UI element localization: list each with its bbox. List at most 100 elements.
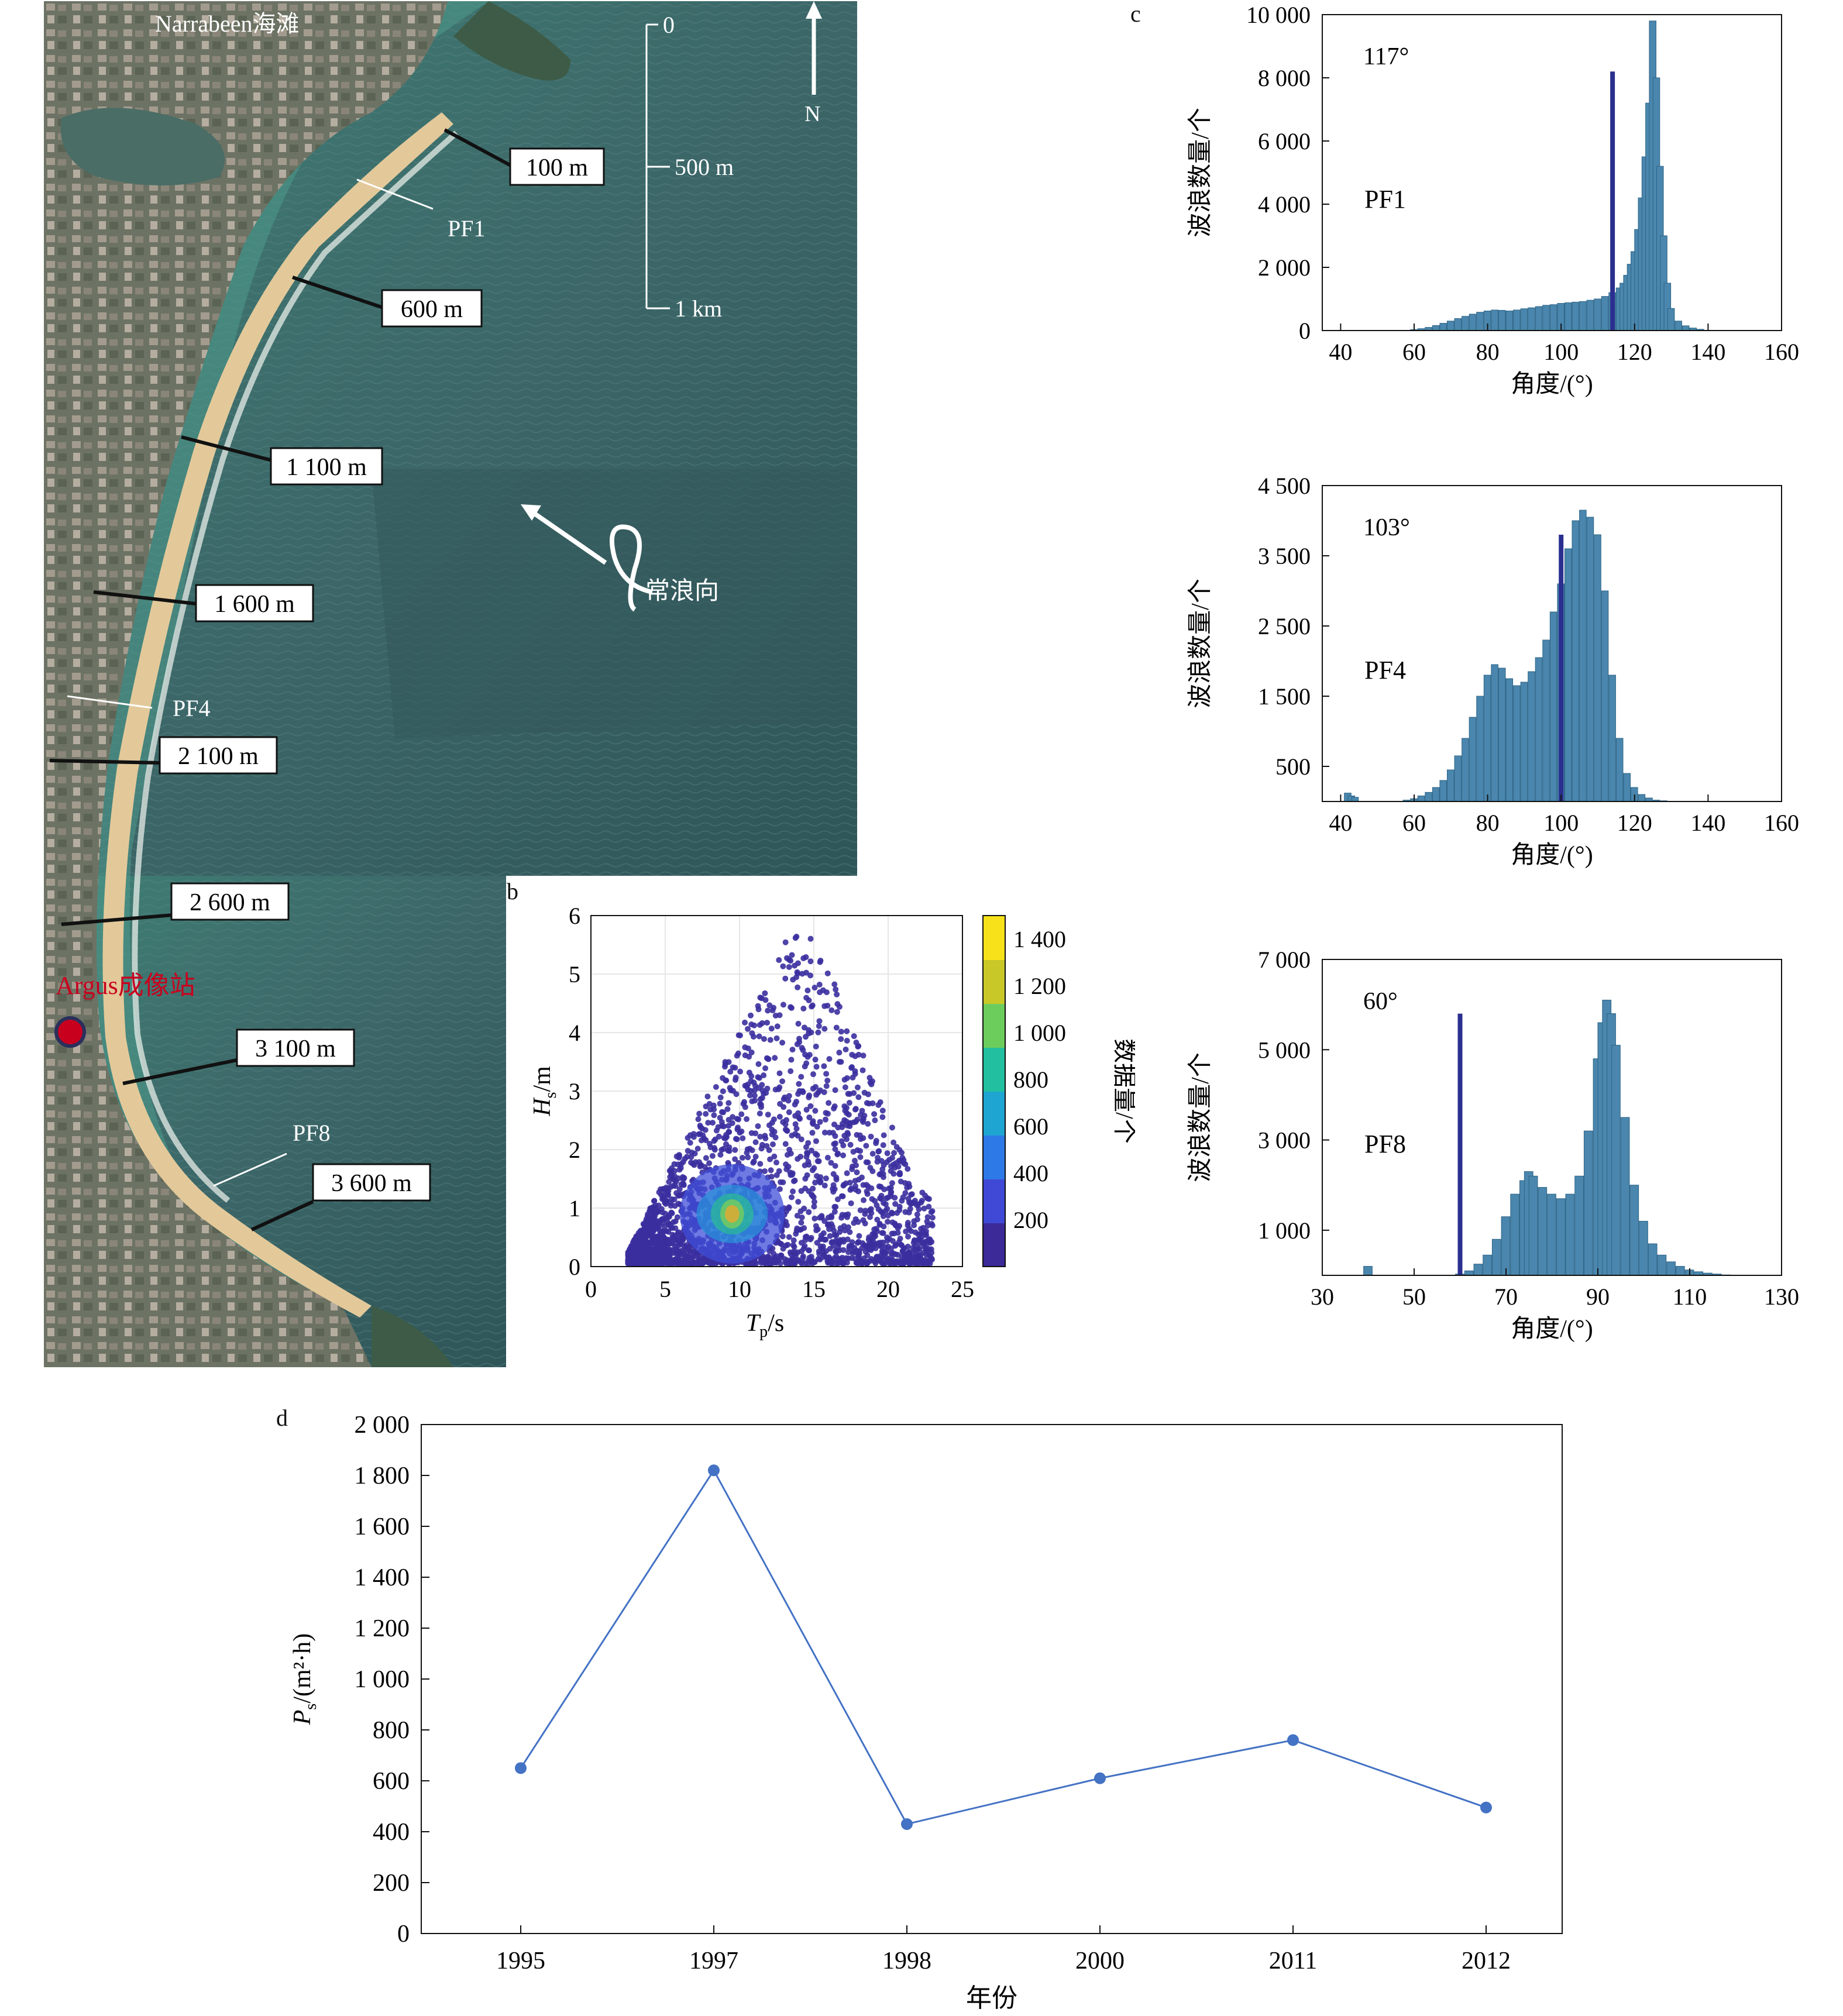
scatter-point (698, 1137, 704, 1144)
histogram-bar (1549, 611, 1557, 802)
scatter-point (727, 1085, 733, 1091)
x-tick-label: 130 (1764, 1284, 1799, 1310)
scatter-point (720, 1145, 727, 1152)
histogram-bar (1501, 1216, 1511, 1276)
scatter-point (786, 1204, 792, 1210)
scatter-point (812, 1215, 818, 1222)
scatter-point (812, 1151, 819, 1157)
scatter-point (833, 1203, 839, 1210)
histogram-bar (1432, 325, 1440, 331)
x-tick-label: 140 (1690, 810, 1725, 836)
scatter-point (859, 1067, 866, 1074)
x-tick-label: 15 (802, 1276, 826, 1302)
scatter-point (861, 1197, 867, 1203)
y-tick-label: 2 000 (355, 1412, 410, 1439)
scatter-point (810, 1071, 816, 1078)
scatter-point (756, 1033, 762, 1040)
angle-label: 103° (1363, 514, 1410, 541)
scatter-point (730, 1114, 736, 1120)
scatter-point (794, 1212, 800, 1219)
scatter-point (689, 1254, 696, 1261)
y-tick-label: 4 500 (1258, 473, 1311, 499)
plot-frame (1322, 485, 1782, 802)
scatter-point (776, 957, 782, 964)
scatter-point (817, 1236, 824, 1243)
histogram-bar (1586, 300, 1594, 331)
scatter-point (745, 1026, 751, 1032)
scatter-point (765, 1007, 771, 1014)
histogram-bar (1538, 1187, 1548, 1276)
scale-label-0: 0 (663, 12, 675, 38)
x-tick-label: 50 (1402, 1284, 1426, 1310)
scatter-point (899, 1198, 905, 1204)
histogram-bar (1491, 309, 1498, 331)
scatter-point (704, 1093, 711, 1100)
scatter-point (772, 1055, 778, 1061)
scatter-point (817, 1256, 823, 1262)
scatter-point (748, 1073, 755, 1079)
scatter-point (832, 1140, 838, 1147)
scatter-point (833, 986, 839, 993)
histogram-bar (1542, 305, 1550, 331)
scatter-point (897, 1236, 903, 1242)
scatter-point (788, 1068, 794, 1075)
scatter-point (744, 1150, 750, 1156)
scatter-point (806, 997, 812, 1003)
line-panel-d: 0 200 400 600 800 1 000 1 200 1 400 1 600 1 800 2 … (289, 1412, 1563, 2012)
scatter-point (720, 1123, 727, 1130)
histogram-bar (1505, 678, 1514, 802)
scatter-point (737, 1068, 744, 1075)
histogram-bar (1583, 1130, 1593, 1276)
scatter-point (678, 1235, 685, 1241)
scatter-point (779, 1233, 786, 1240)
scatter-point (924, 1195, 931, 1202)
scatter-point (892, 1195, 898, 1201)
scatter-point (717, 1151, 724, 1158)
scatter-point (628, 1260, 635, 1267)
scatter-point (839, 1212, 845, 1218)
scatter-point (796, 1081, 802, 1087)
histogram-bar (1639, 1220, 1648, 1276)
scatter-point (830, 1182, 837, 1188)
scatter-point (808, 1029, 814, 1035)
scatter-point (788, 1172, 794, 1178)
y-tick-label: 10 000 (1246, 2, 1311, 28)
x-axis-label: 年份 (966, 1984, 1017, 2012)
scatter-point (854, 1116, 861, 1123)
scatter-point (795, 984, 801, 990)
y-axis-label-sub: s (302, 1704, 320, 1710)
histogram-bar (1447, 769, 1455, 802)
scatter-point (905, 1165, 911, 1172)
scatter-point (856, 1233, 862, 1239)
beach-name: Narrabeen海滩 (155, 11, 300, 37)
histogram-pf1: 40 60 80 100 120 140 160 0 2 000 4 000 6 000 8 000 1… (1187, 2, 1799, 398)
scatter-point (666, 1179, 672, 1185)
histogram-bar (1675, 1266, 1685, 1276)
scatter-point (659, 1230, 665, 1237)
scatter-point (652, 1245, 659, 1251)
scatter-point (831, 1121, 837, 1128)
scatter-point (808, 1147, 814, 1154)
x-tick-label: 100 (1543, 810, 1579, 836)
scatter-point (813, 1138, 819, 1144)
scatter-point (674, 1214, 680, 1220)
histogram-bar (1498, 668, 1506, 802)
scatter-point (816, 1023, 822, 1029)
scatter-point (749, 1098, 755, 1105)
y-tick-label: 3 (569, 1078, 580, 1105)
scatter-point (876, 1148, 882, 1154)
scatter-point (793, 974, 800, 981)
scatter-point (804, 1150, 811, 1157)
scatter-point (801, 1024, 807, 1031)
scatter-point (868, 1247, 874, 1253)
scatter-point (863, 1143, 869, 1149)
scatter-point (824, 1222, 831, 1229)
scatter-point (803, 954, 809, 961)
scatter-point (807, 935, 814, 942)
x-axis-label: 角度/(°) (1511, 842, 1593, 869)
scatter-point (751, 1022, 758, 1028)
scatter-point (876, 1220, 883, 1227)
scatter-point (850, 1074, 856, 1081)
colorbar-segment (983, 1179, 1005, 1223)
scatter-point (757, 1161, 764, 1167)
